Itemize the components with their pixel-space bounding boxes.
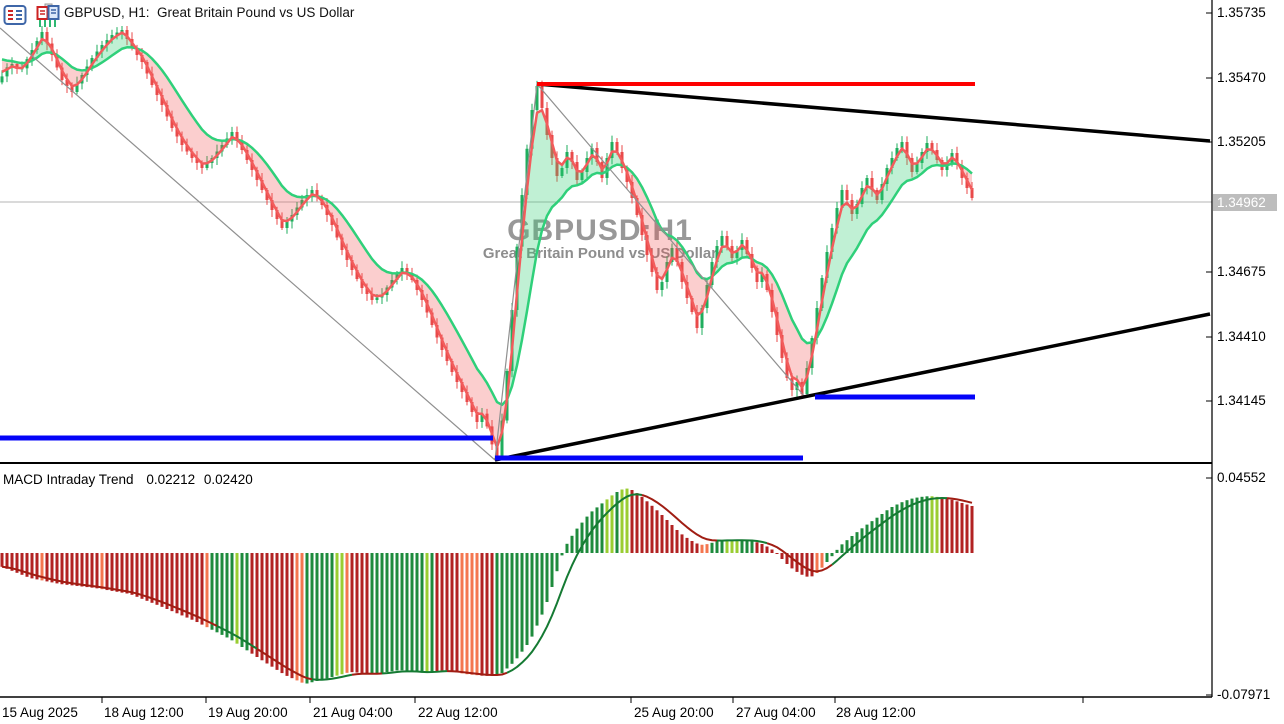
macd-signal-value: 0.02420 <box>203 472 253 487</box>
watermark-description: Great Britain Pound vs US Dollar <box>482 245 718 262</box>
macd-signal-curve <box>641 494 718 542</box>
macd-signal-curve <box>381 670 448 675</box>
macd-histogram <box>0 488 974 684</box>
macd-signal-curve <box>831 497 948 566</box>
macd-indicator-name: MACD Intraday Trend <box>3 472 134 487</box>
current-price-badge: 1.34962 <box>1213 194 1277 211</box>
chart-header: GBPUSD, H1: Great Britain Pound vs US Do… <box>0 0 1284 27</box>
macd-signal-curve <box>351 672 383 676</box>
ma-fast-line[interactable] <box>1 31 974 449</box>
macd-signal-curve <box>311 673 353 681</box>
trendline-upper[interactable] <box>536 82 1211 143</box>
macd-main-value: 0.02212 <box>146 472 196 487</box>
macd-signal-curve <box>766 542 833 573</box>
macd-signal-curve <box>446 670 508 677</box>
macd-signal-curve <box>216 625 258 650</box>
macd-signal-curve <box>506 493 643 674</box>
new-chart-icon[interactable] <box>36 3 60 27</box>
macd-indicator-label: MACD Intraday Trend 0.02212 0.02420 <box>3 472 253 487</box>
chart-title: GBPUSD, H1: Great Britain Pound vs US Do… <box>64 5 355 20</box>
zigzag-line[interactable] <box>0 27 806 462</box>
ma-slow-line[interactable] <box>1 46 973 407</box>
macd-signal-curve <box>1 565 218 627</box>
macd-signal-curve <box>946 497 973 504</box>
trendline-lower[interactable] <box>494 312 1211 462</box>
macd-signal-curve <box>716 539 768 545</box>
macd-signal-curve <box>256 647 313 681</box>
chart-list-icon[interactable] <box>3 3 27 27</box>
